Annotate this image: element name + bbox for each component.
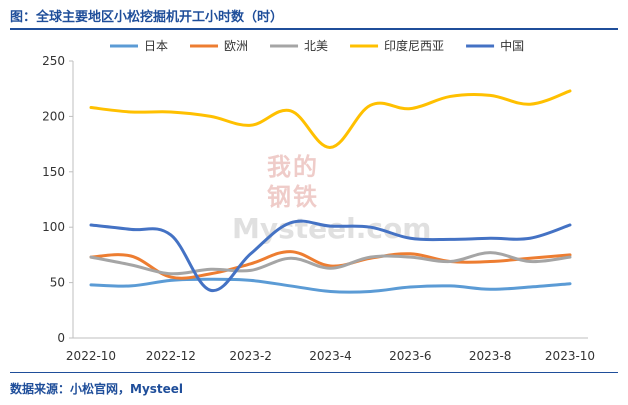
chart-series-lines <box>89 89 572 294</box>
x-tick-label: 2022-10 <box>66 349 116 363</box>
series-e58db0e5baa6e5b0bce8a5bfe4ba9a-line <box>89 89 572 149</box>
series-e6aca7e6b4b2-line <box>89 250 572 280</box>
x-tick-label: 2023-8 <box>469 349 512 363</box>
title-divider <box>10 28 618 30</box>
x-tick-label: 2023-4 <box>309 349 352 363</box>
y-tick-label: 250 <box>42 54 65 68</box>
series-e4b8ade59bbd-line <box>89 219 572 292</box>
chart-title: 图：全球主要地区小松挖掘机开工小时数（时） <box>10 10 284 25</box>
series-e58c97e7be8e-line <box>89 251 572 276</box>
x-tick-label: 2023-10 <box>545 349 595 363</box>
chart-legend: 日本 欧洲 北美 印度尼西亚 中国 <box>110 38 524 53</box>
legend-label: 北美 <box>304 39 328 53</box>
x-tick-label: 2023-6 <box>389 349 432 363</box>
y-axis-tick-labels: 0 50 100 150 200 250 <box>42 54 73 345</box>
legend-label: 日本 <box>144 39 168 53</box>
data-source: 数据来源：小松官网，Mysteel <box>10 382 184 396</box>
y-tick-label: 0 <box>57 331 65 345</box>
y-tick-label: 150 <box>42 165 65 179</box>
series-e697a5e69cac-line <box>89 277 572 294</box>
legend-label: 中国 <box>500 38 524 53</box>
y-tick-label: 50 <box>50 276 65 290</box>
x-tick-label: 2022-12 <box>146 349 196 363</box>
watermark-logo: 我的钢铁 <box>267 153 319 211</box>
y-tick-label: 200 <box>42 109 65 123</box>
chart-axes <box>72 61 588 339</box>
legend-label: 印度尼西亚 <box>384 38 444 53</box>
x-axis-tick-labels: 2022-10 2022-12 2023-2 2023-4 2023-6 2023-8 20… <box>66 349 595 363</box>
x-tick-label: 2023-2 <box>229 349 272 363</box>
y-tick-label: 100 <box>42 220 65 234</box>
footer-divider <box>10 372 618 373</box>
legend-label: 欧洲 <box>224 39 248 53</box>
